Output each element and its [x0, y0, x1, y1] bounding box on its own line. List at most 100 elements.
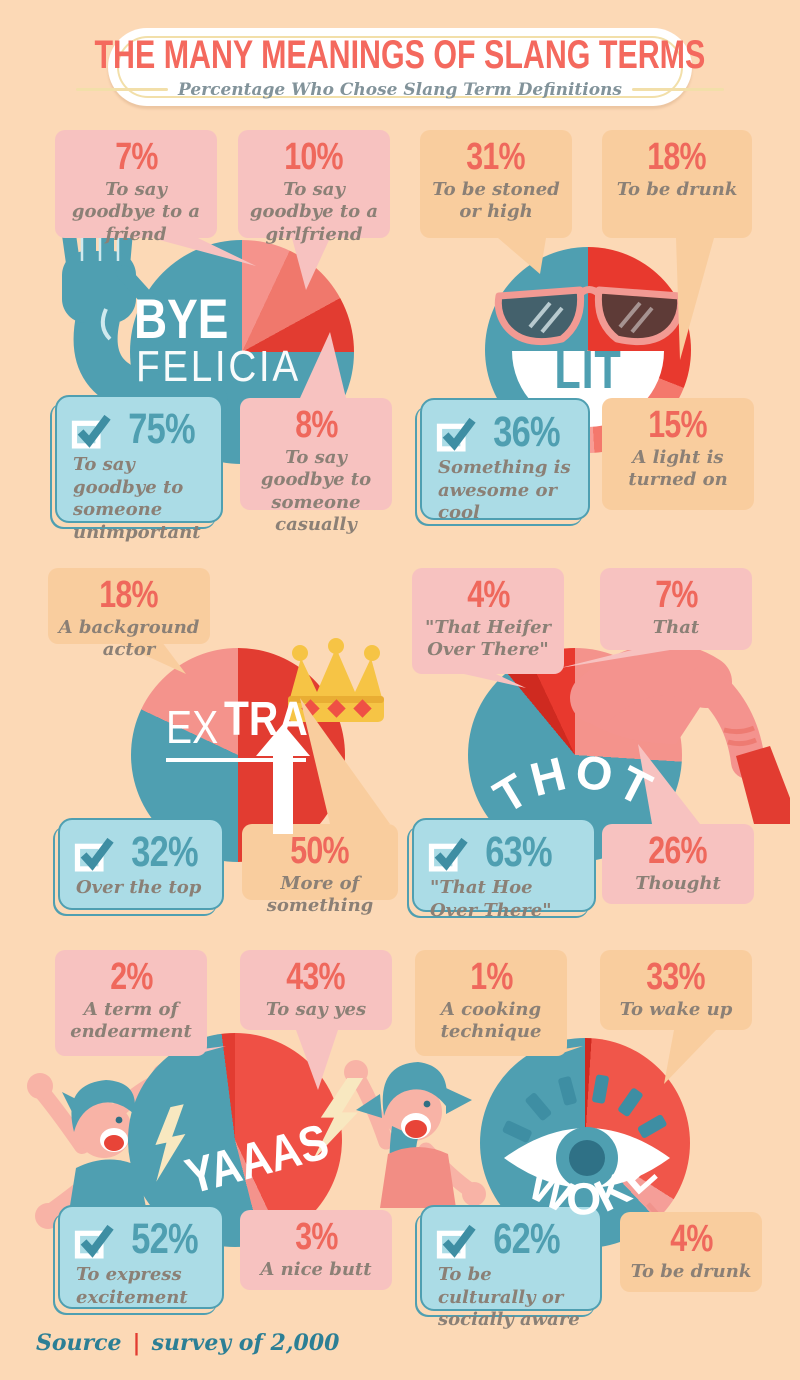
checkbox-icon [74, 838, 114, 872]
callout-label: A background actor [58, 616, 200, 661]
excited-boy-illustration [27, 1063, 178, 1229]
callout-pct: 26% [648, 830, 708, 872]
callout-label: To be stoned or high [432, 178, 560, 223]
callout-label: A cooking technique [440, 998, 542, 1043]
checkbox-icon [428, 838, 468, 872]
page-subtitle: Percentage Who Chose Slang Term Definiti… [178, 79, 622, 100]
callout-thot-63pct-top-answer: 63% "That Hoe Over There" [412, 818, 596, 921]
callout-label: A term of endearment [70, 998, 192, 1043]
term-word-lit: LIT [554, 340, 622, 400]
answer-row: 62% [436, 1215, 590, 1262]
callout-yaaas-3pct: 3% A nice butt [240, 1210, 392, 1290]
callout-label: To be culturally or socially aware [438, 1264, 580, 1331]
callout-label: To wake up [619, 998, 733, 1020]
eye-icon [502, 1074, 670, 1189]
callout-pct: 3% [294, 1216, 338, 1258]
pointer [560, 648, 682, 668]
checkbox-icon [436, 1225, 476, 1259]
pointer [296, 1030, 338, 1090]
pointer [464, 674, 526, 688]
callout-pct: 52% [131, 1215, 198, 1263]
callout-label: To say goodbye to someone casually [260, 446, 372, 536]
callout-label: That [652, 616, 700, 638]
pointer [292, 238, 330, 290]
callout-woke-1pct: 1% A cooking technique [415, 950, 567, 1056]
callout-pct: 43% [286, 956, 346, 998]
callout-pct: 32% [131, 828, 198, 876]
callout-pct: 50% [290, 830, 350, 872]
callout-pct: 15% [648, 404, 708, 446]
callout-extra-18pct: 18% A background actor [48, 568, 210, 660]
source-label: Source [36, 1330, 122, 1356]
callout-lit-18pct: 18% To be drunk [602, 130, 752, 238]
subtitle-rule-left [76, 88, 169, 91]
subtitle-row: Percentage Who Chose Slang Term Definiti… [76, 80, 724, 100]
callout-bye-10pct: 10% To say goodbye to a girlfriend [238, 130, 390, 245]
callout-pct: 62% [493, 1215, 560, 1263]
callout-bye-75pct-top-answer: 75% To say goodbye to someone unimportan… [55, 395, 223, 543]
callout-extra-32pct-top-answer: 32% Over the top [58, 818, 224, 910]
source-value: survey of 2,000 [151, 1330, 340, 1356]
callout-yaaas-2pct: 2% A term of endearment [55, 950, 207, 1056]
callout-pct: 18% [647, 136, 707, 178]
callout-woke-62pct-top-answer: 62% To be culturally or socially aware [420, 1205, 602, 1330]
term-word-woke: WOKE [521, 1144, 665, 1225]
callout-label: To say goodbye to a girlfriend [249, 178, 379, 245]
callout-pct: 7% [114, 136, 158, 178]
callout-label: To express excitement [76, 1264, 188, 1308]
lightning-bolt-icon [312, 1078, 364, 1160]
callout-yaaas-52pct-top-answer: 52% To express excitement [58, 1205, 224, 1309]
callout-label: To say goodbye to a friend [71, 178, 201, 245]
answer-row: 36% [436, 408, 578, 455]
up-arrow-icon [256, 724, 310, 834]
pointer [152, 238, 256, 266]
callout-pct: 33% [646, 956, 706, 998]
answer-row: 75% [71, 405, 211, 452]
source-divider: | [132, 1330, 141, 1356]
callout-label: Thought [635, 872, 721, 894]
callout-woke-4pct: 4% To be drunk [620, 1212, 762, 1292]
callout-pct: 18% [99, 574, 159, 616]
checkbox-icon [436, 418, 476, 452]
pointer [116, 642, 186, 674]
answer-row: 52% [74, 1215, 212, 1262]
callout-lit-31pct: 31% To be stoned or high [420, 130, 572, 238]
answer-row: 32% [74, 828, 212, 875]
callout-bye-8pct: 8% To say goodbye to someone casually [240, 398, 392, 535]
callout-thot-7pct: 7% That [600, 568, 752, 650]
callout-pct: 4% [466, 574, 510, 616]
lightning-bolt-icon [155, 1104, 186, 1182]
checkbox-icon [74, 1225, 114, 1259]
page-title: THE MANY MEANINGS OF SLANG TERMS [94, 32, 706, 77]
callout-label: More of something [266, 872, 374, 917]
callout-label: To say goodbye to someone unimportant [73, 454, 201, 543]
legs-illustration [570, 643, 790, 824]
subtitle-rule-right [631, 88, 724, 91]
callout-yaaas-43pct: 43% To say yes [240, 950, 392, 1030]
callout-label: To be drunk [616, 178, 738, 200]
pointer [300, 332, 346, 398]
callout-label: A light is turned on [628, 446, 728, 491]
pointer [498, 238, 546, 274]
callout-pct: 2% [109, 956, 153, 998]
checkbox-icon [71, 415, 111, 449]
callout-pct: 63% [485, 828, 552, 876]
title-banner: THE MANY MEANINGS OF SLANG TERMS Percent… [76, 28, 724, 106]
callout-bye-7pct: 7% To say goodbye to a friend [55, 130, 217, 245]
callout-label: "That Heifer Over There" [424, 616, 552, 661]
term-word-thot: THOT [485, 744, 665, 823]
callout-lit-15pct: 15% A light is turned on [602, 398, 754, 510]
source-note: Source | survey of 2,000 [36, 1330, 339, 1356]
svg-text:THOT: THOT [485, 744, 665, 823]
callout-label: A nice butt [260, 1258, 372, 1280]
callout-label: Over the top [76, 877, 202, 899]
svg-text:WOKE: WOKE [521, 1144, 668, 1225]
callout-pct: 4% [669, 1218, 713, 1260]
term-word-ex: EX [166, 701, 219, 753]
term-word-bye: BYE [134, 287, 229, 350]
title-banner-border: THE MANY MEANINGS OF SLANG TERMS Percent… [76, 35, 724, 100]
callout-pct: 1% [469, 956, 513, 998]
callout-thot-4pct: 4% "That Heifer Over There" [412, 568, 564, 674]
pointer [676, 238, 714, 360]
